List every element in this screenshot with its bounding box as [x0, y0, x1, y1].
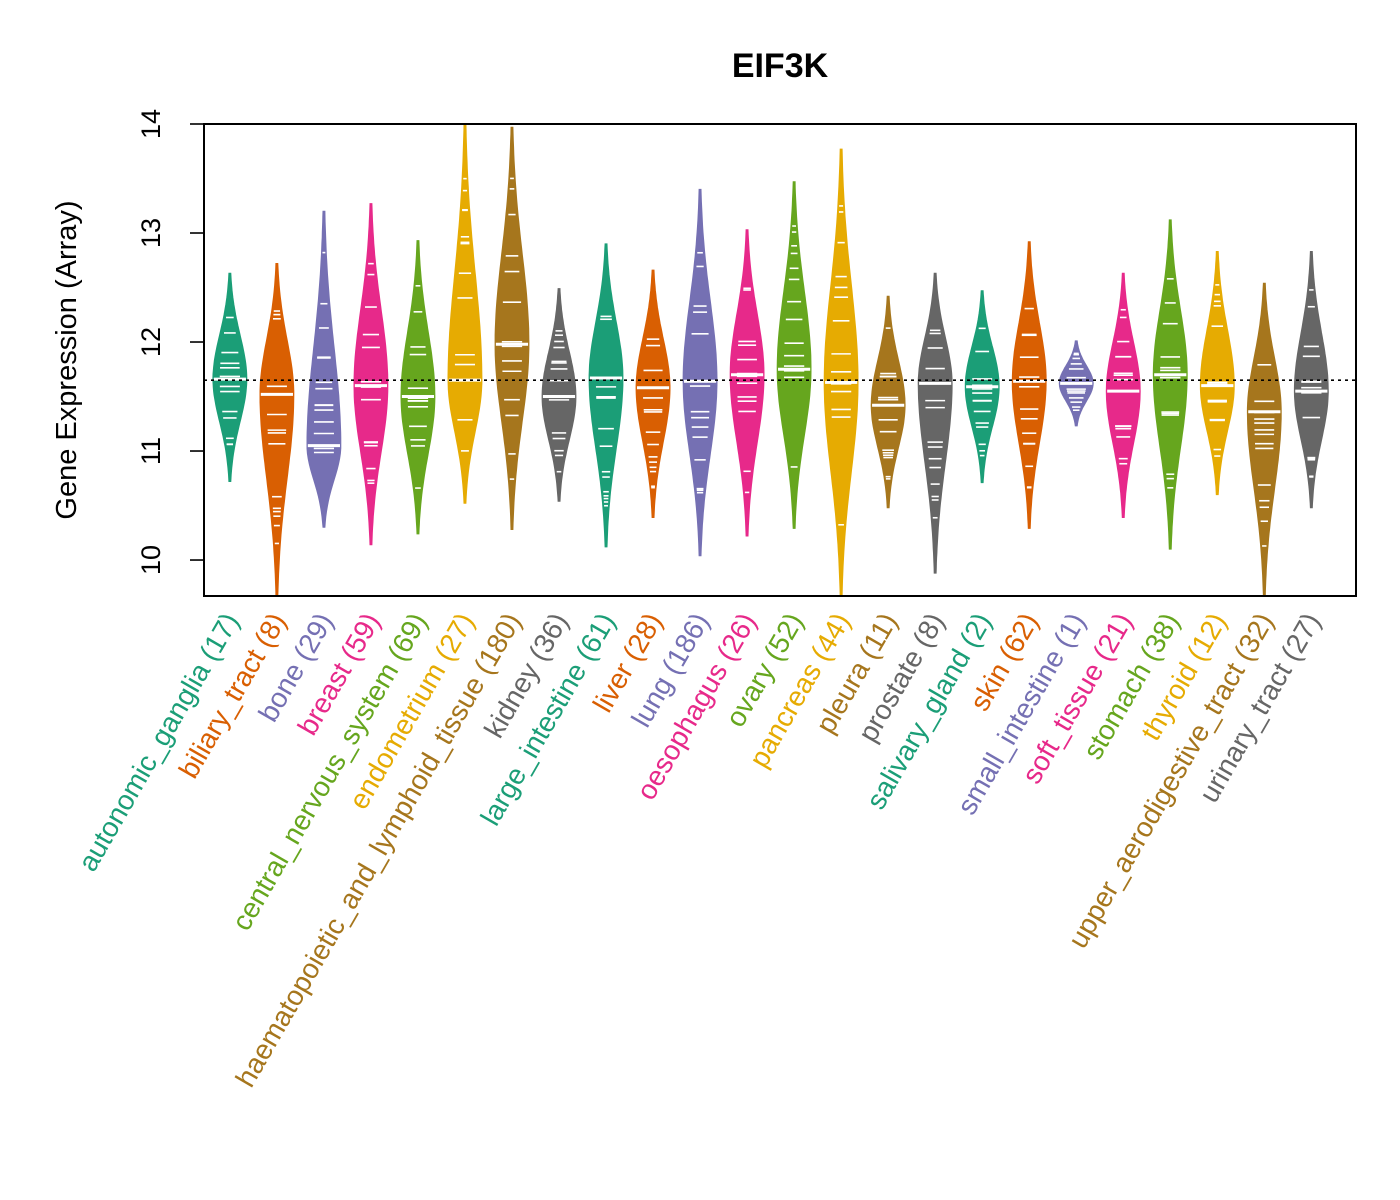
violin-endometrium [447, 124, 483, 504]
violin-pleura [870, 295, 906, 509]
violin-large_intestine [588, 243, 624, 548]
violin-liver [635, 269, 671, 518]
violin-body [588, 243, 624, 548]
violin-salivary_gland [964, 290, 1000, 484]
violin-biliary_tract [259, 263, 295, 596]
violin-soft_tissue [1105, 272, 1141, 518]
violin-body [447, 124, 483, 504]
violin-body [635, 269, 671, 518]
violin-body [306, 210, 342, 528]
y-axis: 10 11 12 13 14 [136, 109, 205, 575]
plot-area [204, 124, 1356, 596]
violin-kidney [541, 288, 577, 502]
violin-oesophagus [729, 229, 765, 537]
y-tick-label: 10 [136, 545, 166, 575]
violin-haematopoietic_and_lymphoid_tissue [494, 126, 530, 530]
violin-body [1152, 219, 1188, 550]
y-axis-label: Gene Expression (Array) [51, 200, 83, 519]
violin-body [541, 288, 577, 502]
y-tick-label: 11 [136, 437, 166, 465]
violin-pancreas [823, 148, 859, 596]
violin-body [353, 203, 389, 546]
violin-breast [353, 203, 389, 546]
x-axis-labels: autonomic_ganglia (17)biliary_tract (8)b… [72, 608, 1327, 1093]
violin-body [1199, 251, 1235, 496]
violin-skin [1011, 241, 1047, 529]
violin-ovary [776, 181, 812, 529]
y-tick-label: 12 [136, 327, 166, 357]
violin-body [1011, 241, 1047, 529]
violin-body [1246, 282, 1282, 596]
violin-bone [306, 210, 342, 528]
violin-central_nervous_system [400, 240, 436, 535]
violin-stomach [1152, 219, 1188, 550]
violin-lung [682, 188, 718, 557]
chart-title: EIF3K [732, 47, 829, 85]
violin-body [400, 240, 436, 535]
violin-body [917, 272, 953, 574]
y-tick-label: 13 [136, 218, 166, 248]
y-tick-label: 14 [136, 109, 166, 139]
violin-autonomic_ganglia [212, 272, 248, 482]
violin-body [870, 295, 906, 509]
violin-body [212, 272, 248, 482]
violin-body [682, 188, 718, 557]
violin-body [1105, 272, 1141, 518]
violin-upper_aerodigestive_tract [1246, 282, 1282, 596]
violin-prostate [917, 272, 953, 574]
violin-small_intestine [1058, 340, 1094, 427]
violin-body [494, 126, 530, 530]
violin-thyroid [1199, 251, 1235, 496]
